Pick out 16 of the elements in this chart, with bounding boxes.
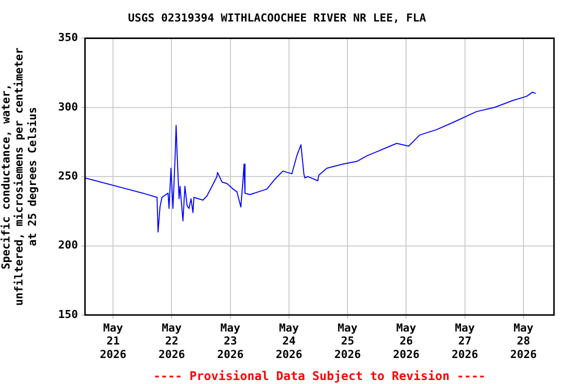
y-tick-label: 200: [58, 238, 78, 252]
y-tick-label: 150: [58, 308, 78, 321]
x-tick-label: May 23 2026: [217, 321, 244, 361]
x-tick-label: May 28 2026: [510, 321, 538, 361]
text: ---- Provisional Data Subject to Revision ----: [153, 369, 486, 383]
chart-title: USGS 02319394 WITHLACOOCHEE RIVER NR LEE, FLA: [128, 11, 426, 24]
y-tick-label: 250: [58, 169, 78, 182]
x-tick-label: May 21 2026: [100, 321, 127, 361]
x-tick-label: May 26 2026: [392, 321, 420, 361]
x-tick-label: May 24 2026: [276, 321, 303, 361]
y-axis-title: Specific conductance, water, unfiltered, microsiemens per centimeter at 25 degrees Celsius: [0, 47, 39, 306]
x-tick-label: May 27 2026: [452, 321, 478, 361]
x-tick-label: May 22 2026: [158, 321, 186, 361]
y-tick-label: 350: [58, 31, 78, 44]
x-tick-label: May 25 2026: [334, 321, 362, 361]
y-tick-label: 300: [58, 100, 78, 114]
